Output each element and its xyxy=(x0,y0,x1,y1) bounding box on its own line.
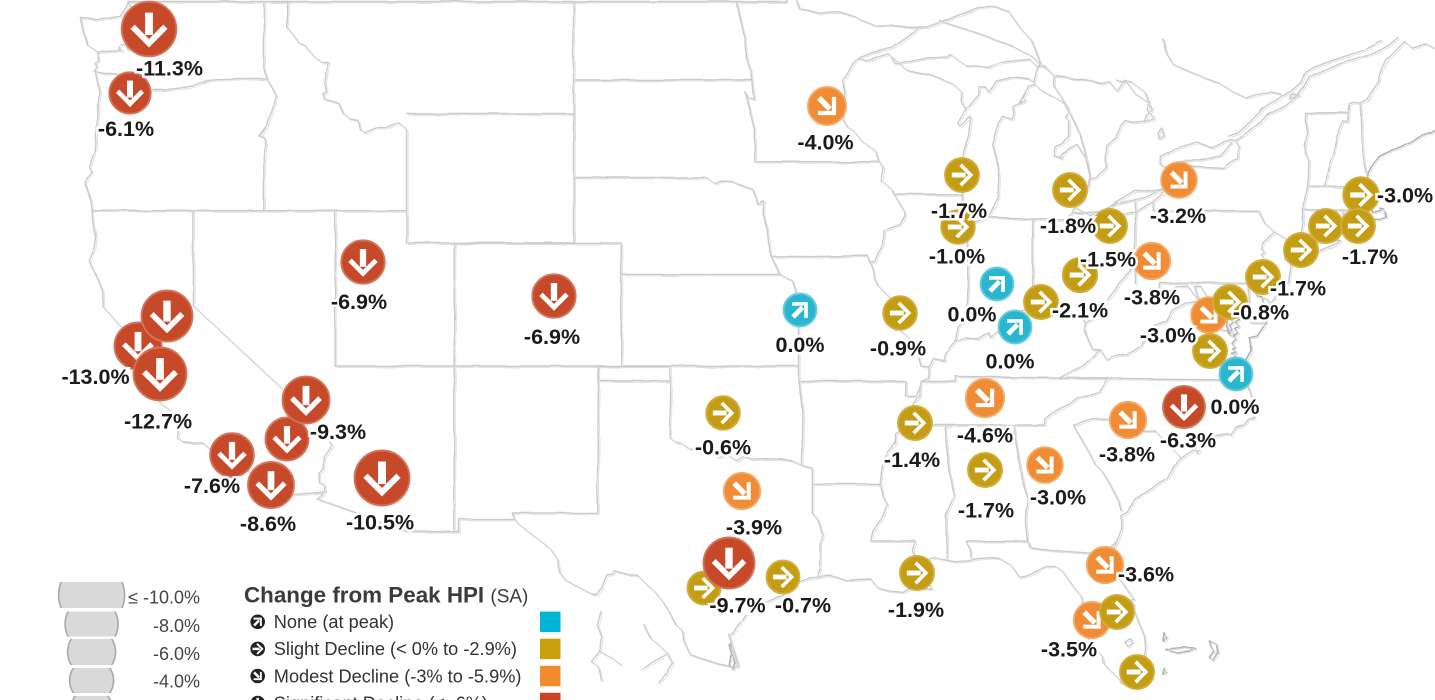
svg-text:-6.9%: -6.9% xyxy=(524,325,580,349)
svg-text:-1.8%: -1.8% xyxy=(1040,214,1096,238)
svg-text:-12.7%: -12.7% xyxy=(124,410,192,434)
svg-text:0.0%: 0.0% xyxy=(1210,395,1259,419)
svg-text:-13.0%: -13.0% xyxy=(61,365,129,389)
svg-text:-0.8%: -0.8% xyxy=(1233,301,1289,325)
svg-text:-3.0%: -3.0% xyxy=(1377,184,1433,208)
svg-text:-1.7%: -1.7% xyxy=(1342,245,1398,269)
svg-text:0.0%: 0.0% xyxy=(947,303,996,327)
svg-text:-1.0%: -1.0% xyxy=(929,245,985,269)
svg-text:-3.0%: -3.0% xyxy=(1030,486,1086,510)
svg-text:-3.2%: -3.2% xyxy=(1150,204,1206,228)
svg-text:-6.1%: -6.1% xyxy=(98,117,154,141)
svg-text:-10.5%: -10.5% xyxy=(346,511,414,535)
svg-text:-1.7%: -1.7% xyxy=(931,199,987,223)
svg-text:-4.0%: -4.0% xyxy=(797,131,853,155)
svg-text:-9.3%: -9.3% xyxy=(310,420,366,444)
svg-text:-0.9%: -0.9% xyxy=(870,337,926,361)
svg-text:Change from Peak HPI (SA): Change from Peak HPI (SA) xyxy=(244,583,528,608)
svg-text:-2.1%: -2.1% xyxy=(1052,299,1108,323)
svg-text:Slight Decline (< 0% to -2.9%: Slight Decline (< 0% to -2.9%) xyxy=(274,639,517,659)
svg-text:-6.9%: -6.9% xyxy=(331,290,387,314)
svg-text:-8.0%: -8.0% xyxy=(153,616,200,636)
svg-text:-11.3%: -11.3% xyxy=(136,57,203,81)
svg-text:-3.6%: -3.6% xyxy=(1118,563,1174,587)
svg-text:Significant Decline (≤ -6%): Significant Decline (≤ -6%) xyxy=(274,693,488,700)
svg-text:-0.7%: -0.7% xyxy=(775,594,831,618)
svg-text:-4.6%: -4.6% xyxy=(957,424,1013,448)
svg-text:-3.8%: -3.8% xyxy=(1124,286,1180,310)
svg-text:-6.0%: -6.0% xyxy=(153,644,200,664)
svg-text:-1.7%: -1.7% xyxy=(1270,277,1326,301)
svg-text:-3.8%: -3.8% xyxy=(1099,443,1155,467)
svg-text:0.0%: 0.0% xyxy=(775,333,824,357)
svg-text:Modest Decline (-3% to -5.9%): Modest Decline (-3% to -5.9%) xyxy=(274,666,522,686)
svg-text:-0.6%: -0.6% xyxy=(695,436,751,460)
svg-text:0.0%: 0.0% xyxy=(985,350,1034,374)
svg-text:-6.3%: -6.3% xyxy=(1160,429,1216,453)
svg-text:-4.0%: -4.0% xyxy=(153,672,200,692)
svg-text:-3.5%: -3.5% xyxy=(1041,638,1097,662)
svg-text:-1.7%: -1.7% xyxy=(958,499,1014,523)
svg-text:None (at peak): None (at peak) xyxy=(274,612,394,632)
svg-text:-9.7%: -9.7% xyxy=(709,594,765,618)
svg-text:-8.6%: -8.6% xyxy=(240,512,296,536)
svg-text:-7.6%: -7.6% xyxy=(184,474,240,498)
svg-text:-1.4%: -1.4% xyxy=(884,448,940,472)
svg-text:-3.9%: -3.9% xyxy=(726,516,782,540)
svg-text:-1.5%: -1.5% xyxy=(1080,248,1136,272)
svg-text:-1.9%: -1.9% xyxy=(888,598,944,622)
svg-text:≤ -10.0%: ≤ -10.0% xyxy=(128,588,200,608)
svg-text:-3.0%: -3.0% xyxy=(1140,324,1196,348)
